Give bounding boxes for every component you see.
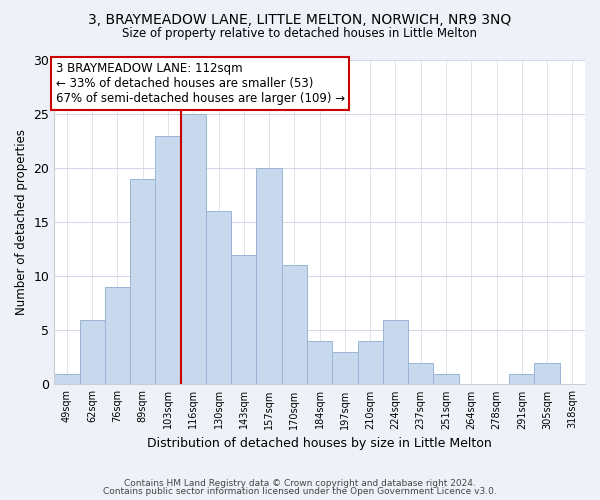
Y-axis label: Number of detached properties: Number of detached properties	[15, 129, 28, 315]
Text: 3 BRAYMEADOW LANE: 112sqm
← 33% of detached houses are smaller (53)
67% of semi-: 3 BRAYMEADOW LANE: 112sqm ← 33% of detac…	[56, 62, 344, 105]
Bar	[332, 352, 358, 384]
Bar	[408, 363, 433, 384]
X-axis label: Distribution of detached houses by size in Little Melton: Distribution of detached houses by size …	[147, 437, 492, 450]
Bar	[307, 341, 332, 384]
Bar	[535, 363, 560, 384]
Bar	[80, 320, 105, 384]
Bar	[155, 136, 181, 384]
Text: 3, BRAYMEADOW LANE, LITTLE MELTON, NORWICH, NR9 3NQ: 3, BRAYMEADOW LANE, LITTLE MELTON, NORWI…	[88, 12, 512, 26]
Bar	[206, 212, 231, 384]
Bar	[256, 168, 282, 384]
Text: Size of property relative to detached houses in Little Melton: Size of property relative to detached ho…	[122, 28, 478, 40]
Bar	[282, 266, 307, 384]
Bar	[130, 179, 155, 384]
Bar	[54, 374, 80, 384]
Bar	[231, 254, 256, 384]
Text: Contains HM Land Registry data © Crown copyright and database right 2024.: Contains HM Land Registry data © Crown c…	[124, 478, 476, 488]
Bar	[433, 374, 458, 384]
Text: Contains public sector information licensed under the Open Government Licence v3: Contains public sector information licen…	[103, 487, 497, 496]
Bar	[358, 341, 383, 384]
Bar	[181, 114, 206, 384]
Bar	[383, 320, 408, 384]
Bar	[509, 374, 535, 384]
Bar	[105, 287, 130, 384]
